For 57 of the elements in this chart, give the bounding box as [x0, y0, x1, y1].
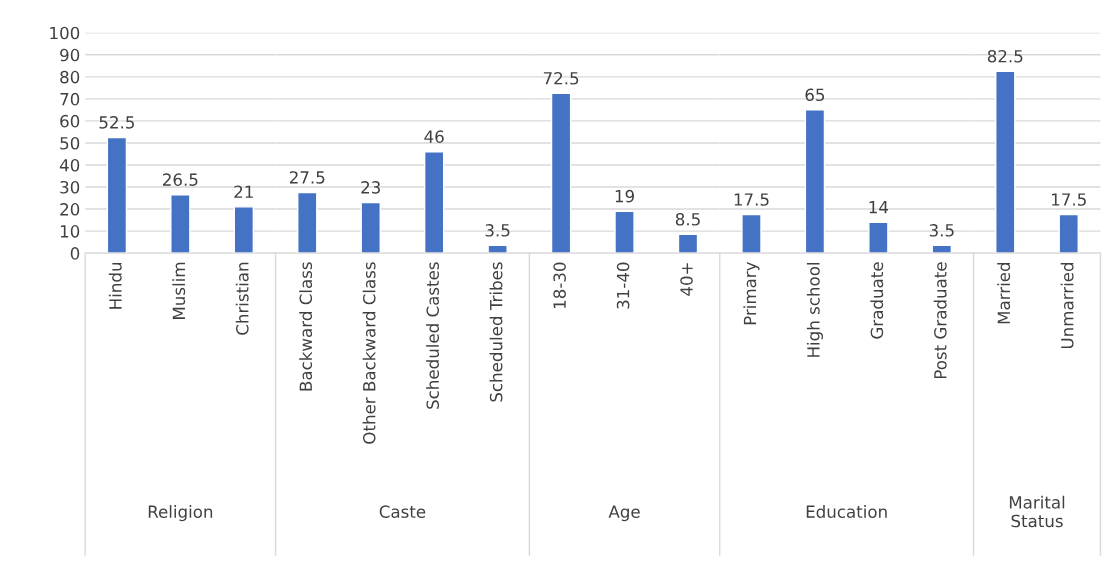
x-tick-label: 40+ [680, 263, 693, 296]
data-label: 82.5 [987, 49, 1023, 63]
x-tick-label: Muslim [172, 262, 186, 319]
data-label: 72.5 [543, 71, 579, 85]
x-tick-label: Backward Class [299, 262, 313, 391]
x-tick-label: Primary [743, 261, 760, 325]
x-axis-title: Education [806, 505, 887, 518]
data-label: 3.5 [929, 224, 954, 237]
x-tick-label: 31-40 [616, 262, 630, 309]
data-label: 52.5 [99, 116, 134, 129]
bar [233, 206, 255, 254]
data-label: 19 [615, 189, 634, 203]
bar [170, 194, 191, 254]
x-tick-label: Scheduled Tribes [489, 262, 503, 402]
y-tick-label: 0 [70, 247, 80, 260]
x-axis-title: Caste [379, 505, 426, 518]
y-tick-label: 50 [60, 136, 80, 150]
y-tick-label: 70 [60, 92, 80, 106]
x-axis-title: Religion [148, 505, 213, 522]
data-label: 3.5 [485, 224, 510, 237]
y-tick-label: 100 [50, 26, 80, 40]
bar [423, 151, 445, 254]
y-tick-label: 10 [60, 225, 80, 238]
x-axis-title: Marital Status [1009, 495, 1065, 528]
data-label: 27.5 [289, 171, 325, 184]
x-tick-label: Graduate [870, 262, 884, 339]
x-tick-label: Married [997, 262, 1011, 324]
data-label: 17.5 [1052, 193, 1086, 206]
x-tick-label: 18-30 [553, 262, 566, 309]
x-tick-label: Post Graduate [933, 262, 947, 379]
bar [741, 213, 762, 254]
x-tick-label: Other Backward Class [362, 262, 376, 444]
y-tick-label: 20 [60, 203, 80, 216]
data-label: 14 [869, 201, 889, 214]
bar [868, 221, 889, 254]
data-label: 65 [805, 88, 825, 102]
data-label: 21 [234, 185, 253, 198]
bar [106, 136, 128, 254]
data-label: 23 [361, 181, 380, 194]
y-tick-label: 90 [60, 48, 80, 62]
y-tick-label: 30 [60, 180, 80, 194]
x-tick-label: Christian [235, 262, 249, 335]
bar [804, 109, 826, 254]
data-label: 46 [424, 130, 444, 143]
x-tick-label: Scheduled Castes [426, 262, 440, 409]
y-tick-label: 40 [59, 158, 80, 172]
x-axis-title: Age [608, 505, 640, 522]
data-label: 26.5 [163, 173, 198, 186]
x-tick-label: High school [806, 263, 823, 357]
y-tick-label: 60 [60, 114, 80, 128]
data-label: 17.5 [734, 193, 769, 206]
y-tick-label: 80 [60, 70, 80, 84]
data-label: 8.5 [675, 213, 700, 226]
x-tick-label: Unmarried [1060, 262, 1074, 349]
x-tick-label: Hindu [108, 262, 122, 309]
bar [360, 201, 381, 254]
bar [297, 191, 318, 254]
